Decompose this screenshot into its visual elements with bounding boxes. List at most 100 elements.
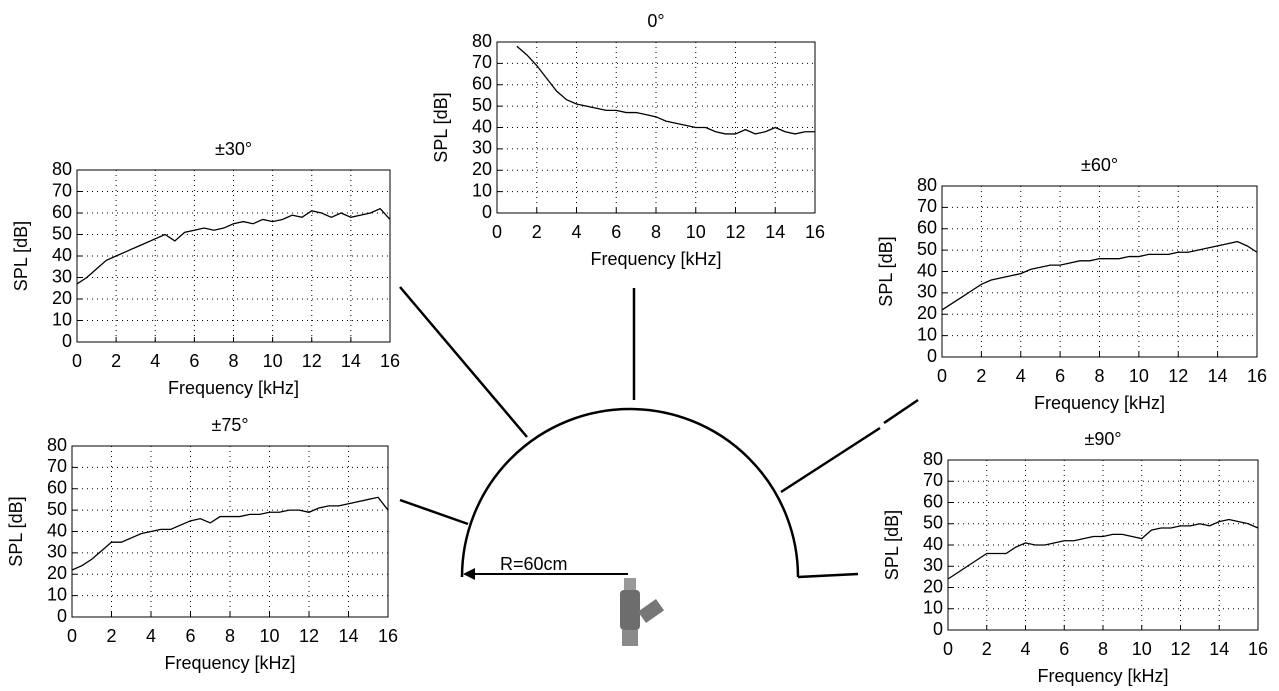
y-tick-label: 0	[482, 202, 492, 222]
chart-title: ±90°	[1084, 429, 1121, 449]
y-axis-label: SPL [dB]	[431, 92, 451, 162]
x-tick-label: 12	[302, 351, 322, 371]
x-tick-label: 14	[765, 222, 785, 242]
x-tick-label: 12	[1170, 639, 1190, 659]
y-tick-label: 70	[917, 196, 937, 216]
y-tick-label: 30	[472, 138, 492, 158]
injector-part	[624, 578, 636, 590]
x-tick-label: 4	[146, 626, 156, 646]
x-tick-label: 14	[341, 351, 361, 371]
injector-icon	[620, 578, 664, 646]
y-tick-label: 50	[923, 513, 943, 533]
x-tick-label: 2	[111, 351, 121, 371]
y-tick-label: 10	[917, 324, 937, 344]
x-tick-label: 2	[106, 626, 116, 646]
y-tick-label: 40	[917, 260, 937, 280]
x-tick-label: 16	[378, 626, 398, 646]
x-tick-label: 6	[185, 626, 195, 646]
x-tick-label: 2	[982, 639, 992, 659]
y-tick-label: 40	[923, 534, 943, 554]
injector-part	[622, 630, 638, 646]
y-tick-label: 30	[52, 266, 72, 286]
y-tick-label: 10	[47, 584, 67, 604]
y-tick-label: 80	[472, 31, 492, 51]
x-axis-label: Frequency [kHz]	[164, 653, 295, 673]
x-tick-label: 6	[189, 351, 199, 371]
y-tick-label: 70	[47, 456, 67, 476]
y-tick-label: 30	[923, 555, 943, 575]
x-tick-label: 2	[976, 366, 986, 386]
x-tick-label: 10	[686, 222, 706, 242]
y-tick-label: 50	[47, 499, 67, 519]
y-tick-label: 80	[923, 449, 943, 469]
x-tick-label: 10	[1132, 639, 1152, 659]
chart: ±60° Frequency [kHz] SPL [dB] 0 2 4 6 8 10 12 14 16…	[876, 155, 1267, 413]
radius-label: R=60cm	[500, 554, 568, 574]
x-tick-label: 4	[1016, 366, 1026, 386]
y-tick-label: 20	[917, 303, 937, 323]
y-tick-label: 60	[923, 491, 943, 511]
y-tick-label: 50	[917, 239, 937, 259]
x-tick-label: 8	[1094, 366, 1104, 386]
x-axis-label: Frequency [kHz]	[168, 378, 299, 398]
x-axis-label: Frequency [kHz]	[1037, 666, 1168, 686]
y-tick-label: 40	[472, 116, 492, 136]
y-tick-label: 20	[52, 288, 72, 308]
y-tick-label: 0	[927, 346, 937, 366]
x-tick-label: 0	[943, 639, 953, 659]
y-tick-label: 60	[472, 74, 492, 94]
x-tick-label: 10	[259, 626, 279, 646]
connector	[400, 500, 468, 524]
y-tick-label: 10	[52, 309, 72, 329]
x-tick-label: 0	[937, 366, 947, 386]
x-tick-label: 14	[1209, 639, 1229, 659]
x-tick-label: 0	[492, 222, 502, 242]
chart-title: ±60°	[1081, 155, 1118, 175]
x-tick-label: 14	[1208, 366, 1228, 386]
x-tick-label: 6	[1059, 639, 1069, 659]
y-tick-label: 70	[52, 180, 72, 200]
y-tick-label: 40	[47, 520, 67, 540]
y-tick-label: 10	[472, 180, 492, 200]
semicircle	[462, 409, 798, 577]
y-tick-label: 0	[62, 331, 72, 351]
y-tick-label: 10	[923, 598, 943, 618]
x-tick-label: 12	[1168, 366, 1188, 386]
x-tick-label: 2	[532, 222, 542, 242]
data-line	[72, 497, 388, 570]
y-tick-label: 70	[472, 52, 492, 72]
injector-connector	[638, 599, 664, 623]
y-tick-label: 20	[472, 159, 492, 179]
x-axis-label: Frequency [kHz]	[1034, 393, 1165, 413]
y-tick-label: 0	[933, 619, 943, 639]
y-tick-label: 50	[472, 95, 492, 115]
y-tick-label: 70	[923, 470, 943, 490]
x-tick-label: 6	[1055, 366, 1065, 386]
x-tick-label: 4	[150, 351, 160, 371]
x-tick-label: 6	[611, 222, 621, 242]
y-axis-label: SPL [dB]	[876, 236, 896, 306]
x-tick-label: 16	[805, 222, 825, 242]
arrow-head	[463, 568, 475, 580]
chart-title: ±75°	[211, 415, 248, 435]
connector	[798, 574, 858, 577]
x-tick-label: 4	[571, 222, 581, 242]
y-tick-label: 40	[52, 245, 72, 265]
x-tick-label: 12	[725, 222, 745, 242]
y-tick-label: 20	[47, 563, 67, 583]
y-tick-label: 60	[47, 478, 67, 498]
connector	[400, 287, 527, 437]
y-tick-label: 80	[47, 435, 67, 455]
x-tick-label: 16	[1247, 366, 1267, 386]
x-tick-label: 14	[338, 626, 358, 646]
x-tick-label: 0	[67, 626, 77, 646]
x-tick-label: 8	[228, 351, 238, 371]
x-tick-label: 12	[299, 626, 319, 646]
y-tick-label: 0	[57, 606, 67, 626]
chart-title: ±30°	[215, 139, 252, 159]
y-tick-label: 60	[917, 218, 937, 238]
x-tick-label: 8	[225, 626, 235, 646]
x-tick-label: 4	[1020, 639, 1030, 659]
connector	[781, 428, 880, 492]
